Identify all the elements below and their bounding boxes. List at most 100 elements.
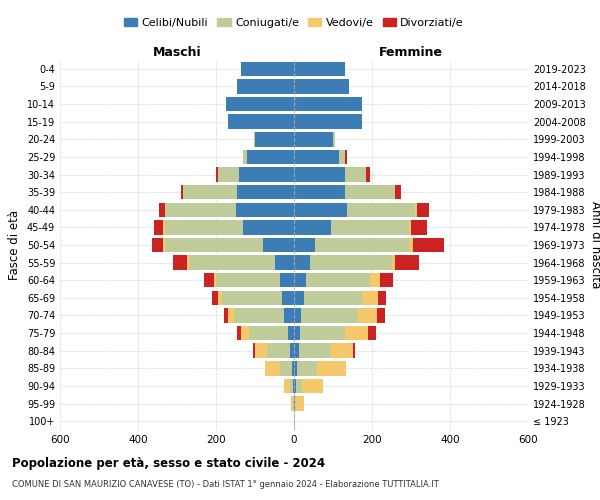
Bar [294,150,339,164]
Bar [291,396,293,411]
Bar [214,273,216,287]
Bar [294,396,295,411]
Bar [226,97,294,112]
Bar [362,290,378,305]
Bar [344,326,368,340]
Bar [378,290,386,305]
Bar [188,256,275,270]
Bar [218,168,239,181]
Bar [304,290,362,305]
Bar [283,290,294,305]
Bar [294,114,362,129]
Bar [392,256,395,270]
Bar [417,202,428,217]
Bar [292,361,294,376]
Bar [233,308,284,322]
Bar [254,132,255,146]
Bar [294,344,299,358]
Bar [218,290,222,305]
Bar [409,220,411,234]
Bar [302,378,323,393]
Bar [344,150,347,164]
Bar [294,256,310,270]
Bar [294,185,344,200]
Text: Femmine: Femmine [379,46,443,59]
Bar [255,344,266,358]
Bar [294,238,316,252]
Bar [239,168,294,181]
Bar [173,256,187,270]
Bar [353,344,355,358]
Bar [238,79,294,94]
Bar [413,238,444,252]
Bar [204,273,214,287]
Bar [224,308,228,322]
Bar [294,414,295,428]
Bar [293,378,294,393]
Bar [297,361,317,376]
Bar [294,290,304,305]
Bar [294,361,297,376]
Bar [235,202,294,217]
Bar [244,220,294,234]
Bar [296,396,304,411]
Bar [380,273,394,287]
Bar [280,361,292,376]
Bar [294,132,333,146]
Bar [267,344,290,358]
Bar [249,326,288,340]
Bar [280,273,294,287]
Bar [294,97,362,112]
Bar [395,185,401,200]
Bar [295,396,296,411]
Bar [294,62,344,76]
Bar [222,290,283,305]
Bar [347,202,415,217]
Bar [183,185,238,200]
Bar [238,185,294,200]
Bar [294,79,349,94]
Bar [228,308,233,322]
Bar [316,238,409,252]
Bar [212,290,218,305]
Text: Maschi: Maschi [152,46,202,59]
Bar [247,150,294,164]
Bar [294,202,347,217]
Bar [294,378,296,393]
Bar [294,220,331,234]
Bar [241,62,294,76]
Bar [294,168,344,181]
Bar [181,185,183,200]
Bar [306,273,370,287]
Bar [296,378,302,393]
Bar [411,220,427,234]
Y-axis label: Anni di nascita: Anni di nascita [589,202,600,288]
Legend: Celibi/Nubili, Coniugati/e, Vedovi/e, Divorziati/e: Celibi/Nubili, Coniugati/e, Vedovi/e, Di… [119,14,469,32]
Bar [154,220,163,234]
Bar [294,273,306,287]
Bar [152,238,163,252]
Bar [300,326,345,340]
Bar [263,238,294,252]
Bar [366,168,370,181]
Bar [301,308,358,322]
Text: Popolazione per età, sesso e stato civile - 2024: Popolazione per età, sesso e stato civil… [12,458,325,470]
Bar [216,273,280,287]
Bar [368,326,376,340]
Bar [290,344,294,358]
Bar [333,132,335,146]
Bar [163,238,165,252]
Bar [187,256,188,270]
Text: COMUNE DI SAN MAURIZIO CANAVESE (TO) - Dati ISTAT 1° gennaio 2024 - Elaborazione: COMUNE DI SAN MAURIZIO CANAVESE (TO) - D… [12,480,439,489]
Bar [330,344,353,358]
Bar [409,238,413,252]
Bar [299,344,330,358]
Y-axis label: Fasce di età: Fasce di età [8,210,21,280]
Bar [294,326,300,340]
Bar [370,273,380,287]
Bar [415,202,417,217]
Bar [339,150,345,164]
Bar [344,168,366,181]
Bar [255,132,294,146]
Bar [317,361,346,376]
